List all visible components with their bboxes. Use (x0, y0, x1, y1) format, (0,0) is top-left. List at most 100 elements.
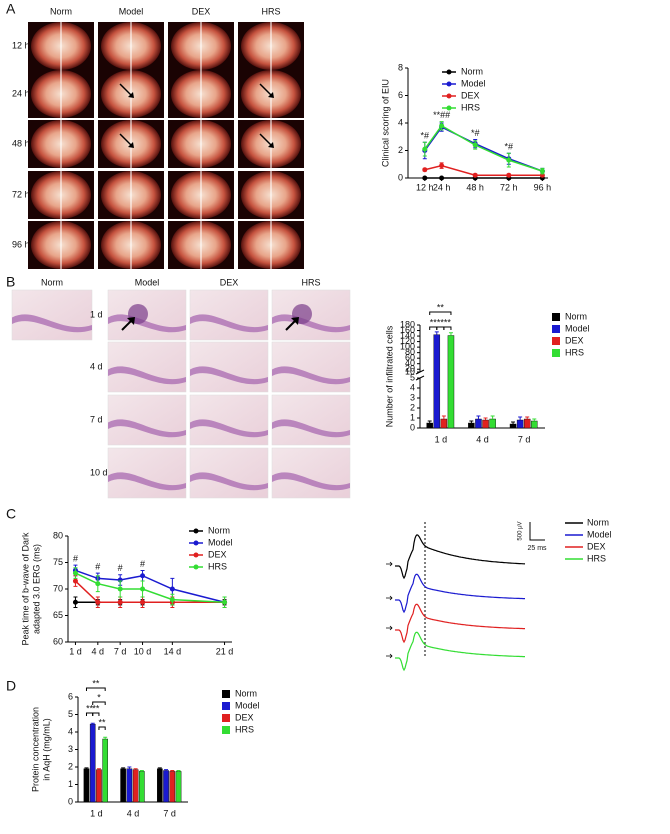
bar (102, 738, 108, 803)
y-tick-label: 3 (68, 744, 73, 754)
x-tick-label: 12 h (416, 182, 434, 192)
legend-marker (446, 93, 452, 99)
column-header: HRS (301, 277, 320, 287)
data-point (72, 599, 78, 605)
legend-label: DEX (208, 549, 227, 559)
data-point (439, 163, 445, 169)
y-tick-label: 5 (410, 372, 415, 382)
legend-swatch (552, 313, 560, 321)
y-tick-label: 75 (53, 557, 63, 567)
bar (509, 423, 517, 429)
legend-label: Norm (587, 517, 609, 527)
error-bar (176, 770, 181, 772)
bar (175, 771, 182, 803)
y-tick-label: 140 (400, 330, 415, 340)
legend-label: DEX (235, 712, 254, 722)
x-tick-label: 10 d (134, 646, 152, 656)
data-point (222, 599, 228, 605)
error-bar (427, 420, 432, 423)
trace-arrow (386, 625, 393, 631)
error-bar (84, 767, 89, 769)
error-bar (157, 767, 162, 769)
bar (523, 418, 531, 429)
legend-label: Norm (208, 525, 230, 535)
bar (132, 769, 139, 803)
y-tick-label: 4 (398, 117, 403, 127)
scale-bar (529, 522, 545, 541)
bar (468, 422, 475, 429)
error-bar (441, 415, 446, 419)
row-label: 10 d (90, 467, 108, 477)
legend-label: DEX (587, 541, 606, 551)
bar (89, 723, 96, 803)
panel-label: D (6, 678, 16, 694)
legend-label: Model (587, 529, 612, 539)
legend-swatch (222, 702, 230, 710)
data-point (472, 172, 478, 178)
significance-bracket (85, 712, 94, 716)
legend-label: HRS (587, 553, 606, 563)
data-point (72, 570, 78, 576)
y-axis-title: Clinical scoring of EIU (380, 79, 390, 167)
x-tick-label: 48 h (466, 182, 484, 192)
bar (169, 771, 176, 803)
erg-trace (395, 603, 525, 644)
tissue-band (190, 366, 268, 385)
y-tick-label: 120 (400, 336, 415, 346)
y-tick-label: 20 (405, 364, 415, 374)
y-tick-label: 2 (398, 145, 403, 155)
error-bar (434, 331, 439, 335)
x-tick-label: 1 d (435, 434, 448, 444)
arrow-head (127, 317, 135, 325)
row-label: 12 h (12, 40, 30, 50)
error-bar (483, 417, 488, 420)
legend-label: HRS (208, 561, 227, 571)
column-header: DEX (192, 6, 211, 16)
panel-label: A (6, 1, 16, 17)
panel-label: B (6, 274, 15, 290)
error-bar (518, 416, 523, 420)
error-bar (127, 766, 132, 769)
arrow-head (268, 92, 274, 98)
y-tick-label: 100 (400, 341, 415, 351)
y-tick-label: 4 (410, 382, 415, 392)
column-header: HRS (261, 6, 280, 16)
error-bar (469, 420, 474, 423)
bar (433, 334, 441, 429)
legend-label: Model (235, 700, 260, 710)
error-bar (103, 736, 108, 739)
significance-label: ** (86, 703, 94, 713)
legend-label: Norm (461, 66, 483, 76)
tissue-band (108, 472, 186, 491)
legend-label: HRS (461, 102, 480, 112)
erg-trace (395, 631, 525, 672)
error-bar (170, 770, 175, 772)
data-point (169, 586, 175, 592)
significance-bracket (92, 701, 106, 705)
error-bar (448, 332, 453, 336)
legend-marker (193, 528, 199, 534)
legend-swatch (552, 349, 560, 357)
series-line (74, 580, 225, 603)
legend-marker (193, 564, 199, 570)
data-point (439, 175, 445, 181)
significance-label: # (140, 559, 145, 569)
y-tick-label: 65 (53, 610, 63, 620)
column-header: Model (135, 277, 160, 287)
x-tick-label: 96 h (534, 182, 552, 192)
significance-label: **## (433, 110, 450, 120)
error-bar (96, 768, 101, 770)
tissue-band (12, 314, 92, 333)
y-axis-title: adapted 3.0 ERG (ms) (31, 544, 41, 634)
tissue-band (108, 419, 186, 438)
error-bar (133, 768, 138, 770)
y-tick-label: 10 (405, 366, 415, 376)
y-tick-label: 60 (53, 636, 63, 646)
y-tick-label: 80 (405, 347, 415, 357)
data-point (95, 599, 101, 605)
tissue-band (272, 366, 350, 385)
y-tick-label: 4 (68, 726, 73, 736)
legend-swatch (222, 714, 230, 722)
error-bar (90, 722, 95, 725)
bar (489, 418, 496, 429)
